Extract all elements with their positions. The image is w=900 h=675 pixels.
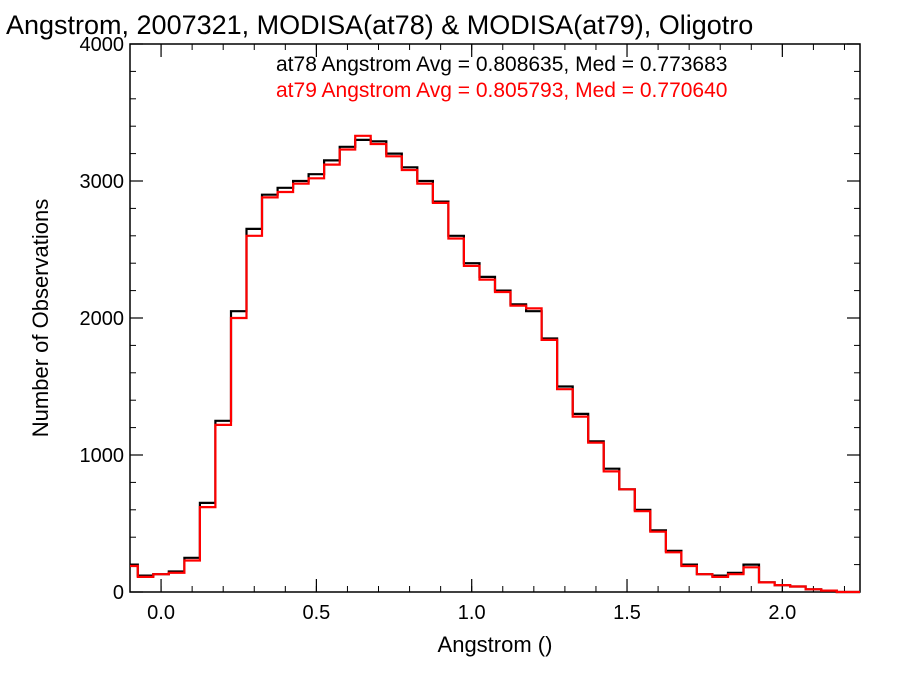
y-tick-label: 3000 [80, 171, 125, 193]
x-axis-title: Angstrom () [438, 632, 553, 657]
series-at78-line [130, 138, 860, 594]
y-axis-tick-labels: 0 1000 2000 3000 4000 [80, 34, 125, 604]
chart-title: Angstrom, 2007321, MODISA(at78) & MODISA… [6, 10, 753, 40]
x-tick-label: 2.0 [768, 602, 796, 624]
y-tick-label: 0 [113, 582, 124, 604]
series-at79-line [130, 134, 860, 594]
legend-at78-stats: at78 Angstrom Avg = 0.808635, Med = 0.77… [276, 53, 727, 76]
x-tick-label: 0.0 [147, 602, 175, 624]
legend-at79-stats: at79 Angstrom Avg = 0.805793, Med = 0.77… [276, 79, 727, 102]
histogram-series [130, 134, 860, 594]
y-axis-title: Number of Observations [28, 199, 53, 437]
x-tick-label: 1.5 [613, 602, 641, 624]
y-axis-ticks [130, 43, 860, 593]
y-tick-label: 2000 [80, 308, 125, 330]
x-axis-ticks [129, 44, 845, 592]
x-tick-label: 1.0 [458, 602, 486, 624]
y-tick-label: 1000 [80, 445, 125, 467]
x-axis-tick-labels: 0.0 0.5 1.0 1.5 2.0 [147, 602, 796, 624]
x-tick-label: 0.5 [302, 602, 330, 624]
y-tick-label: 4000 [80, 34, 125, 56]
